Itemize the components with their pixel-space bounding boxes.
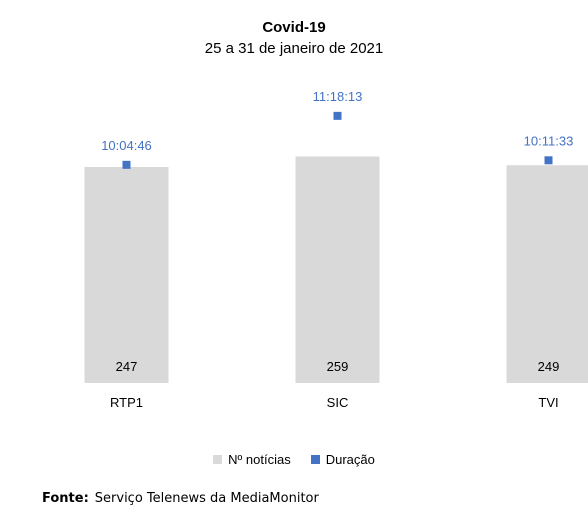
bar-label-sic: 259	[327, 359, 349, 374]
bar-label-tvi: 249	[538, 359, 560, 374]
source-note: Fonte: Serviço Telenews da MediaMonitor	[42, 491, 319, 506]
x-tick-label-sic: SIC	[327, 395, 349, 410]
bar-rtp1	[84, 167, 169, 383]
duration-marker-sic	[333, 111, 342, 120]
bar-tvi	[506, 165, 588, 383]
source-label: Fonte:	[42, 491, 89, 506]
duration-label-sic: 11:18:13	[313, 89, 363, 104]
chart-title: Covid-19	[262, 19, 326, 36]
duration-label-rtp1: 10:04:46	[101, 138, 152, 153]
legend-item-news: Nº notícias	[213, 452, 291, 467]
legend-swatch-duration	[310, 455, 320, 464]
legend-label-duration: Duração	[325, 452, 375, 467]
duration-marker-tvi	[544, 156, 553, 165]
legend-label-news: Nº notícias	[228, 452, 291, 467]
bar-label-rtp1: 247	[116, 359, 138, 374]
legend: Nº notícias Duração	[0, 452, 588, 467]
source-text: Serviço Telenews da MediaMonitor	[94, 491, 319, 506]
x-tick-label-rtp1: RTP1	[110, 395, 143, 410]
x-tick-label-tvi: TVI	[538, 395, 558, 410]
legend-item-duration: Duração	[310, 452, 375, 467]
chart-subtitle: 25 a 31 de janeiro de 2021	[204, 40, 384, 57]
legend-swatch-news	[213, 455, 223, 464]
duration-marker-rtp1	[122, 160, 131, 169]
bar-sic	[295, 156, 380, 383]
duration-label-tvi: 10:11:33	[524, 133, 574, 148]
